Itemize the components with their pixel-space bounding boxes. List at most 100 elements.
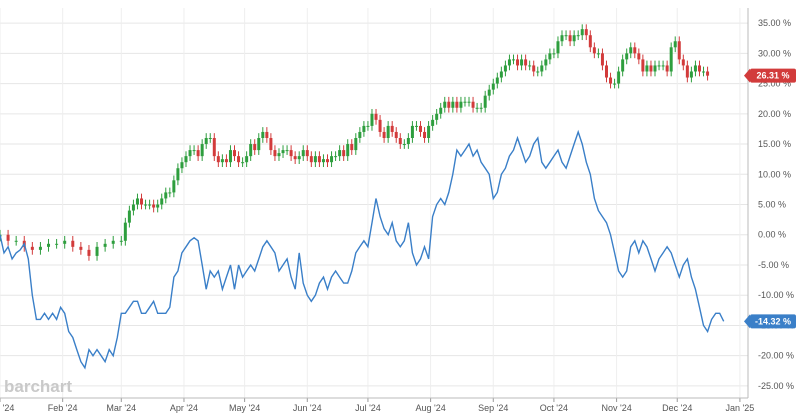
- x-tick-label: Nov '24: [601, 403, 631, 413]
- candle-body: [617, 71, 621, 84]
- candle-body: [184, 156, 188, 163]
- y-tick-label: -25.00 %: [758, 381, 794, 391]
- candle-body: [249, 144, 253, 157]
- x-tick-label: Feb '24: [48, 403, 78, 413]
- candle-body: [95, 246, 99, 256]
- candle-body: [63, 240, 67, 244]
- candle-body: [657, 65, 661, 67]
- candle-body: [431, 119, 435, 126]
- candle-body: [633, 47, 637, 54]
- candle-body: [507, 59, 511, 66]
- candle-body: [451, 101, 455, 108]
- candle-body: [689, 71, 693, 78]
- x-tick-label: Jun '24: [293, 403, 322, 413]
- candle-body: [245, 156, 249, 163]
- candle-body: [330, 156, 334, 163]
- candle-body: [257, 138, 261, 151]
- candle-body: [111, 240, 115, 244]
- candle-body: [435, 113, 439, 120]
- candle-body: [677, 41, 681, 60]
- candle-body: [540, 65, 544, 72]
- candle-body: [641, 59, 645, 72]
- y-tick-label: 15.00 %: [758, 139, 791, 149]
- candle-body: [580, 29, 584, 36]
- candle-body: [285, 150, 289, 152]
- candle-body: [370, 113, 374, 126]
- candle-body: [625, 53, 629, 60]
- x-tick-label: Dec '24: [662, 403, 692, 413]
- candle-body: [487, 89, 491, 96]
- candle-body: [148, 204, 152, 206]
- candle-body: [604, 65, 608, 78]
- candle-body: [297, 156, 301, 160]
- candle-body: [588, 35, 592, 48]
- candle-body: [592, 47, 596, 54]
- candle-body: [317, 156, 321, 163]
- x-tick-label: Sep '24: [478, 403, 508, 413]
- candle-body: [394, 131, 398, 138]
- candle-body: [661, 65, 665, 67]
- candle-body: [556, 41, 560, 54]
- candle-body: [224, 159, 228, 163]
- candle-body: [423, 131, 427, 138]
- candle-last-value-label: 26.31 %: [756, 71, 789, 81]
- x-tick-label: Jan '24: [0, 403, 14, 413]
- candle-body: [305, 150, 309, 157]
- candle-body: [123, 222, 127, 241]
- candle-body: [204, 138, 208, 145]
- candle-body: [172, 180, 176, 193]
- candle-body: [87, 249, 91, 256]
- candle-body: [479, 107, 483, 109]
- candle-body: [681, 59, 685, 66]
- candle-body: [135, 198, 139, 205]
- candle-body: [326, 159, 330, 163]
- x-tick-label: May '24: [229, 403, 260, 413]
- candle-body: [366, 125, 370, 127]
- candle-body: [645, 65, 649, 72]
- candle-body: [334, 156, 338, 158]
- candle-body: [398, 138, 402, 145]
- candle-body: [499, 71, 503, 78]
- candle-body: [241, 162, 245, 164]
- candle-body: [544, 59, 548, 66]
- candle-body: [346, 144, 350, 157]
- line-last-value-label: -14.32 %: [755, 316, 791, 326]
- x-axis: Jan '24 Feb '24 Mar '24 Apr '24 May '24 Jun '…: [0, 397, 754, 413]
- candle-body: [103, 243, 107, 247]
- candle-body: [503, 65, 507, 72]
- candle-body: [706, 71, 710, 76]
- x-tick-label: Apr '24: [170, 403, 198, 413]
- watermark-logo: barchart: [4, 377, 72, 396]
- last-value-badges: 26.31 % -14.32 %: [744, 68, 796, 329]
- candle-body: [55, 243, 59, 245]
- candle-body: [576, 35, 580, 37]
- y-tick-label: 20.00 %: [758, 109, 791, 119]
- line-series: [0, 129, 725, 370]
- candle-last-value-bg: [750, 68, 796, 83]
- candle-body: [552, 53, 556, 55]
- candle-body: [152, 204, 156, 208]
- candle-body: [168, 192, 172, 194]
- candle-body: [495, 77, 499, 84]
- x-tick-label: Mar '24: [106, 403, 136, 413]
- y-tick-label: 0.00 %: [758, 230, 786, 240]
- candle-body: [354, 138, 358, 151]
- candle-body: [443, 101, 447, 108]
- candle-body: [212, 138, 216, 157]
- candle-body: [447, 101, 451, 108]
- candle-body: [483, 95, 487, 108]
- candle-body: [390, 125, 394, 132]
- candle-body: [289, 150, 293, 157]
- candle-body: [160, 198, 164, 205]
- candle-body: [156, 204, 160, 208]
- candle-body: [30, 246, 34, 250]
- candle-body: [374, 113, 378, 120]
- candle-body: [516, 59, 520, 66]
- x-tick-label: Oct '24: [540, 403, 568, 413]
- candle-body: [572, 35, 576, 42]
- line-last-value-arrow: [744, 314, 750, 329]
- candle-body: [71, 240, 75, 247]
- y-tick-label: -5.00 %: [758, 260, 789, 270]
- candle-body: [228, 150, 232, 163]
- candle-body: [491, 83, 495, 90]
